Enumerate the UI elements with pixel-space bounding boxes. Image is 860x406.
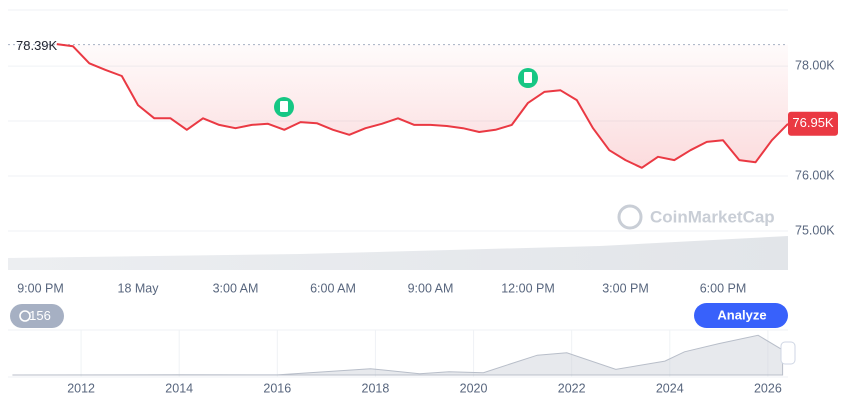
analyze-button[interactable]: [694, 303, 788, 328]
x-tick-label: 9:00 PM: [17, 281, 64, 295]
x-tick-label: 2018: [362, 381, 390, 395]
x-tick-label: 3:00 AM: [213, 281, 259, 295]
x-tick-label: 2016: [263, 381, 291, 395]
history-pill[interactable]: [10, 304, 64, 328]
history-icon: [19, 310, 31, 322]
x-tick-label: 18 May: [118, 281, 160, 295]
x-tick-label: 2024: [656, 381, 684, 395]
analyze-label: Analyze: [717, 307, 766, 322]
x-tick-label: 2022: [558, 381, 586, 395]
x-tick-label: 9:00 AM: [408, 281, 454, 295]
reference-label: 78.39K: [16, 38, 58, 53]
x-tick-label: 6:00 PM: [700, 281, 747, 295]
price-badge: [788, 111, 838, 136]
news-icon: [280, 101, 288, 112]
y-tick-label: 78.00K: [795, 58, 835, 72]
x-tick-label: 2012: [67, 381, 95, 395]
y-tick-label: 76.00K: [795, 168, 835, 182]
price-line: [56, 43, 789, 169]
navigator-handle[interactable]: [780, 341, 796, 365]
price-badge-label: 76.95K: [792, 115, 834, 130]
x-tick-label: 12:00 PM: [501, 281, 555, 295]
watermark: CoinMarketCap: [650, 207, 775, 226]
y-tick-label: 75.00K: [795, 223, 835, 237]
history-area: [12, 334, 784, 376]
x-tick-label: 2026: [754, 381, 782, 395]
x-tick-label: 2020: [460, 381, 488, 395]
x-tick-label: 6:00 AM: [310, 281, 356, 295]
news-icon: [524, 72, 532, 83]
watermark-logo: [617, 204, 643, 230]
x-tick-label: 3:00 PM: [602, 281, 649, 295]
x-tick-label: 2014: [165, 381, 193, 395]
volume-area: [8, 236, 788, 270]
loss-area: [56, 44, 788, 168]
history-count: 156: [29, 308, 51, 323]
